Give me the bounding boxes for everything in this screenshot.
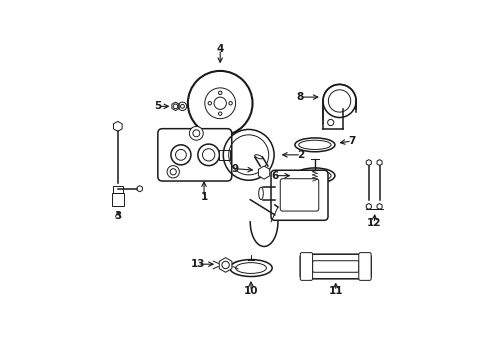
Circle shape [202, 149, 214, 161]
Circle shape [167, 166, 179, 178]
Text: 4: 4 [216, 44, 224, 54]
Text: 9: 9 [231, 164, 238, 174]
Polygon shape [219, 258, 231, 272]
Circle shape [171, 145, 190, 165]
Text: 7: 7 [347, 136, 355, 146]
FancyBboxPatch shape [113, 186, 122, 193]
FancyBboxPatch shape [158, 129, 231, 181]
Text: 11: 11 [328, 286, 342, 296]
Circle shape [175, 149, 186, 160]
Text: 3: 3 [114, 211, 121, 221]
Text: 8: 8 [295, 92, 303, 102]
Text: 12: 12 [366, 219, 381, 228]
FancyBboxPatch shape [300, 254, 370, 279]
FancyBboxPatch shape [219, 150, 230, 160]
FancyBboxPatch shape [312, 261, 358, 272]
FancyBboxPatch shape [270, 170, 327, 220]
FancyBboxPatch shape [358, 253, 370, 280]
Text: 10: 10 [243, 286, 258, 296]
Circle shape [198, 144, 219, 166]
Text: 5: 5 [154, 101, 161, 111]
Polygon shape [258, 166, 269, 179]
FancyBboxPatch shape [300, 253, 312, 280]
Text: 1: 1 [200, 192, 207, 202]
Text: 6: 6 [271, 171, 278, 181]
Circle shape [189, 126, 203, 140]
Text: 13: 13 [190, 259, 204, 269]
Text: 2: 2 [297, 150, 304, 160]
